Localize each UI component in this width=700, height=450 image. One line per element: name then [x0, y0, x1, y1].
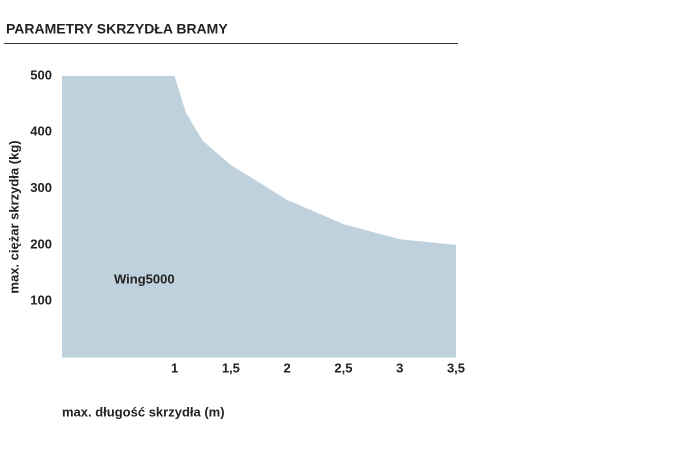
chart-title: PARAMETRY SKRZYDŁA BRAMY	[6, 21, 228, 37]
y-tick-label: 100	[30, 293, 52, 308]
x-tick-label: 3,5	[447, 360, 465, 375]
x-tick-label: 1,5	[222, 360, 240, 375]
y-tick-label: 500	[30, 67, 52, 82]
area	[62, 76, 456, 358]
y-tick-label: 400	[30, 124, 52, 139]
y-tick-label: 300	[30, 180, 52, 195]
x-axis-label: max. długość skrzydła (m)	[62, 404, 225, 419]
y-tick-label: 200	[30, 236, 52, 251]
x-tick-label: 2	[284, 360, 291, 375]
x-tick-label: 1	[171, 360, 178, 375]
series-label: Wing5000	[114, 271, 175, 286]
x-tick-label: 3	[396, 360, 403, 375]
y-axis-label: max. ciężar skrzydła (kg)	[6, 140, 21, 293]
x-tick-label: 2,5	[334, 360, 352, 375]
